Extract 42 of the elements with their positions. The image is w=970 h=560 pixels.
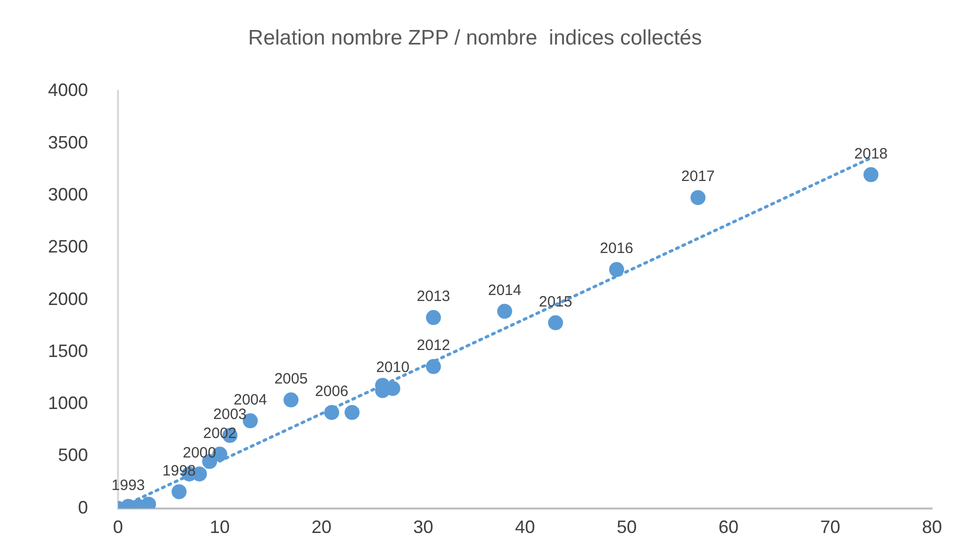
x-tick-label: 70 <box>820 517 840 538</box>
x-tick-label: 50 <box>616 517 637 538</box>
point <box>609 262 624 278</box>
y-tick-label: 2000 <box>48 288 88 309</box>
annotation: 2017 <box>681 168 715 186</box>
annotation: 2013 <box>416 288 450 306</box>
point <box>690 190 706 206</box>
y-tick-label: 1500 <box>48 340 88 361</box>
annotation: 2006 <box>315 383 348 400</box>
y-tick-label: 1000 <box>48 393 88 414</box>
point <box>863 167 878 182</box>
chart-title: Relation nombre ZPP / nombre indices collectés <box>248 26 702 50</box>
annotation: 1993 <box>112 476 145 494</box>
y-tick-label: 2500 <box>48 236 88 257</box>
y-tick-label: 0 <box>78 497 88 518</box>
point <box>172 484 187 500</box>
point <box>344 404 360 420</box>
x-tick-label: 20 <box>312 517 332 538</box>
annotation: 2010 <box>376 359 410 376</box>
annotation: 2004 <box>234 391 267 408</box>
y-tick-label: 3000 <box>48 184 88 204</box>
point <box>284 392 299 408</box>
x-tick-label: 60 <box>718 517 739 538</box>
annotation: 2018 <box>854 145 888 162</box>
x-tick-label: 80 <box>922 517 942 538</box>
annotation: 2005 <box>274 370 308 388</box>
y-tick-label: 500 <box>58 445 88 466</box>
annotation: 2016 <box>600 240 634 258</box>
x-tick-label: 30 <box>413 517 434 538</box>
point <box>497 304 512 319</box>
point <box>324 404 340 420</box>
x-tick-label: 0 <box>113 517 124 538</box>
point <box>426 359 441 374</box>
point <box>426 310 441 326</box>
annotation: 2014 <box>488 282 522 299</box>
y-tick-label: 3500 <box>48 132 88 152</box>
x-tick-label: 10 <box>210 517 230 538</box>
annotation: 2003 <box>213 406 247 424</box>
y-tick-label: 4000 <box>48 80 88 100</box>
point <box>548 315 564 330</box>
x-tick-label: 40 <box>515 517 536 538</box>
annotation: 2012 <box>416 337 450 354</box>
